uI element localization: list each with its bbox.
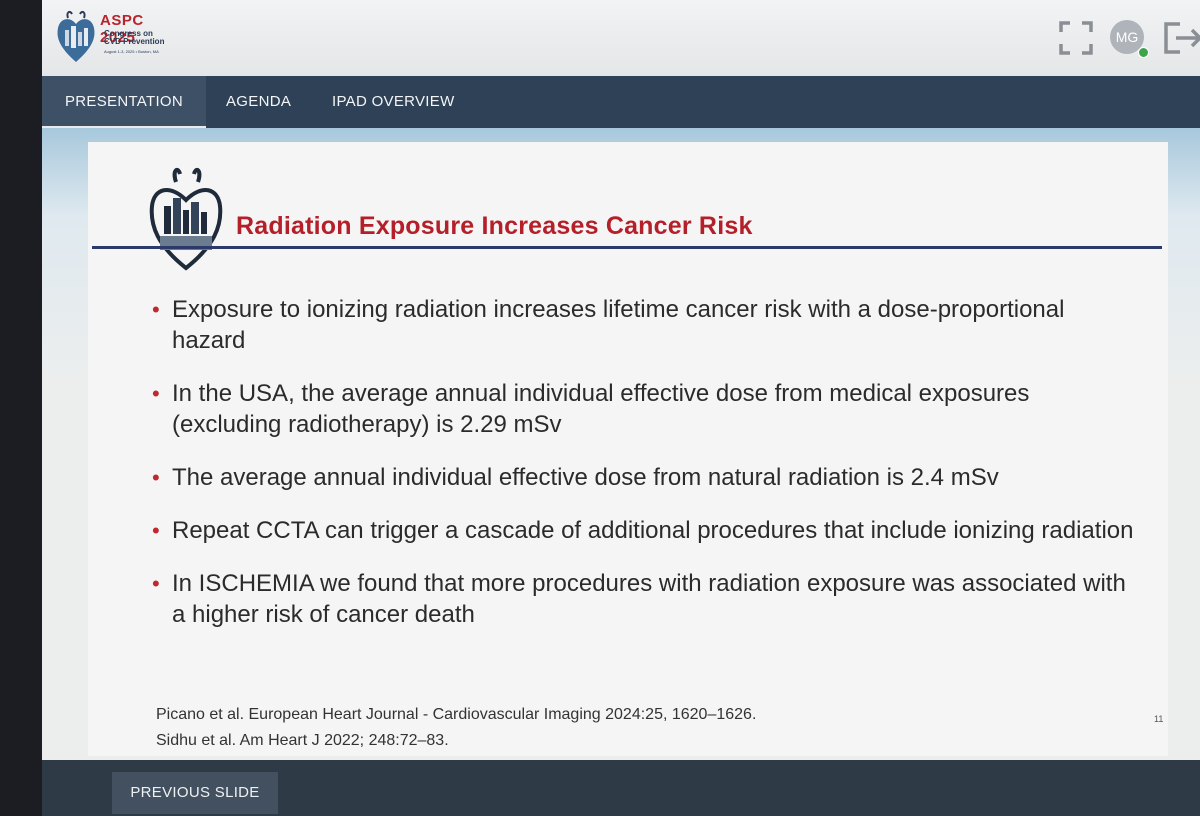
bullet-dot: • bbox=[152, 571, 160, 596]
logo-title: ASPC 2025 bbox=[100, 12, 144, 46]
logout-icon[interactable] bbox=[1162, 20, 1200, 56]
online-status-dot bbox=[1138, 47, 1149, 58]
list-item: • In the USA, the average annual individ… bbox=[152, 378, 1142, 440]
heart-city-logo-icon bbox=[149, 167, 223, 271]
slide-title: Radiation Exposure Increases Cancer Risk bbox=[236, 212, 753, 240]
slide-stage: Radiation Exposure Increases Cancer Risk… bbox=[42, 128, 1200, 760]
list-item: • Exposure to ionizing radiation increas… bbox=[152, 294, 1142, 356]
bullet-text: Exposure to ionizing radiation increases… bbox=[172, 296, 1065, 354]
logo-dates: August 1-3, 2025 • Boston, MA bbox=[104, 49, 159, 54]
fullscreen-icon[interactable] bbox=[1058, 20, 1094, 56]
slide-footer: PREVIOUS SLIDE bbox=[42, 760, 1200, 816]
logo-subtitle: Congress on CVD Prevention bbox=[104, 30, 164, 46]
bullet-list: • Exposure to ionizing radiation increas… bbox=[152, 294, 1142, 652]
app-header: ASPC 2025 Congress on CVD Prevention Aug… bbox=[42, 0, 1200, 76]
bullet-text: In ISCHEMIA we found that more procedure… bbox=[172, 570, 1126, 628]
logo-subtitle-line1: Congress on bbox=[104, 29, 153, 38]
presentation-slide: Radiation Exposure Increases Cancer Risk… bbox=[88, 142, 1168, 756]
bullet-dot: • bbox=[152, 381, 160, 406]
reference-item: Sidhu et al. Am Heart J 2022; 248:72–83. bbox=[156, 732, 449, 749]
bullet-text: Repeat CCTA can trigger a cascade of add… bbox=[172, 517, 1134, 544]
congress-logo: ASPC 2025 Congress on CVD Prevention Aug… bbox=[54, 8, 174, 66]
bullet-text: The average annual individual effective … bbox=[172, 464, 999, 491]
tab-ipad-overview[interactable]: IPAD OVERVIEW bbox=[332, 93, 455, 110]
main-nav: PRESENTATION AGENDA IPAD OVERVIEW bbox=[42, 76, 1200, 128]
list-item: • In ISCHEMIA we found that more procedu… bbox=[152, 568, 1142, 630]
app-screen: ASPC 2025 Congress on CVD Prevention Aug… bbox=[42, 0, 1200, 816]
tab-agenda[interactable]: AGENDA bbox=[226, 93, 292, 110]
previous-slide-button[interactable]: PREVIOUS SLIDE bbox=[112, 772, 278, 814]
reference-item: Picano et al. European Heart Journal - C… bbox=[156, 706, 757, 723]
references: Picano et al. European Heart Journal - C… bbox=[156, 702, 756, 754]
bullet-dot: • bbox=[152, 518, 160, 543]
list-item: • Repeat CCTA can trigger a cascade of a… bbox=[152, 515, 1142, 546]
bullet-dot: • bbox=[152, 465, 160, 490]
logo-subtitle-line2: CVD Prevention bbox=[104, 37, 165, 46]
heart-logo-icon bbox=[57, 10, 95, 62]
slide-number: 11 bbox=[1154, 714, 1164, 724]
bullet-dot: • bbox=[152, 297, 160, 322]
tab-presentation[interactable]: PRESENTATION bbox=[42, 76, 206, 128]
bullet-text: In the USA, the average annual individua… bbox=[172, 380, 1030, 438]
title-divider bbox=[92, 246, 1162, 249]
list-item: • The average annual individual effectiv… bbox=[152, 462, 1142, 493]
